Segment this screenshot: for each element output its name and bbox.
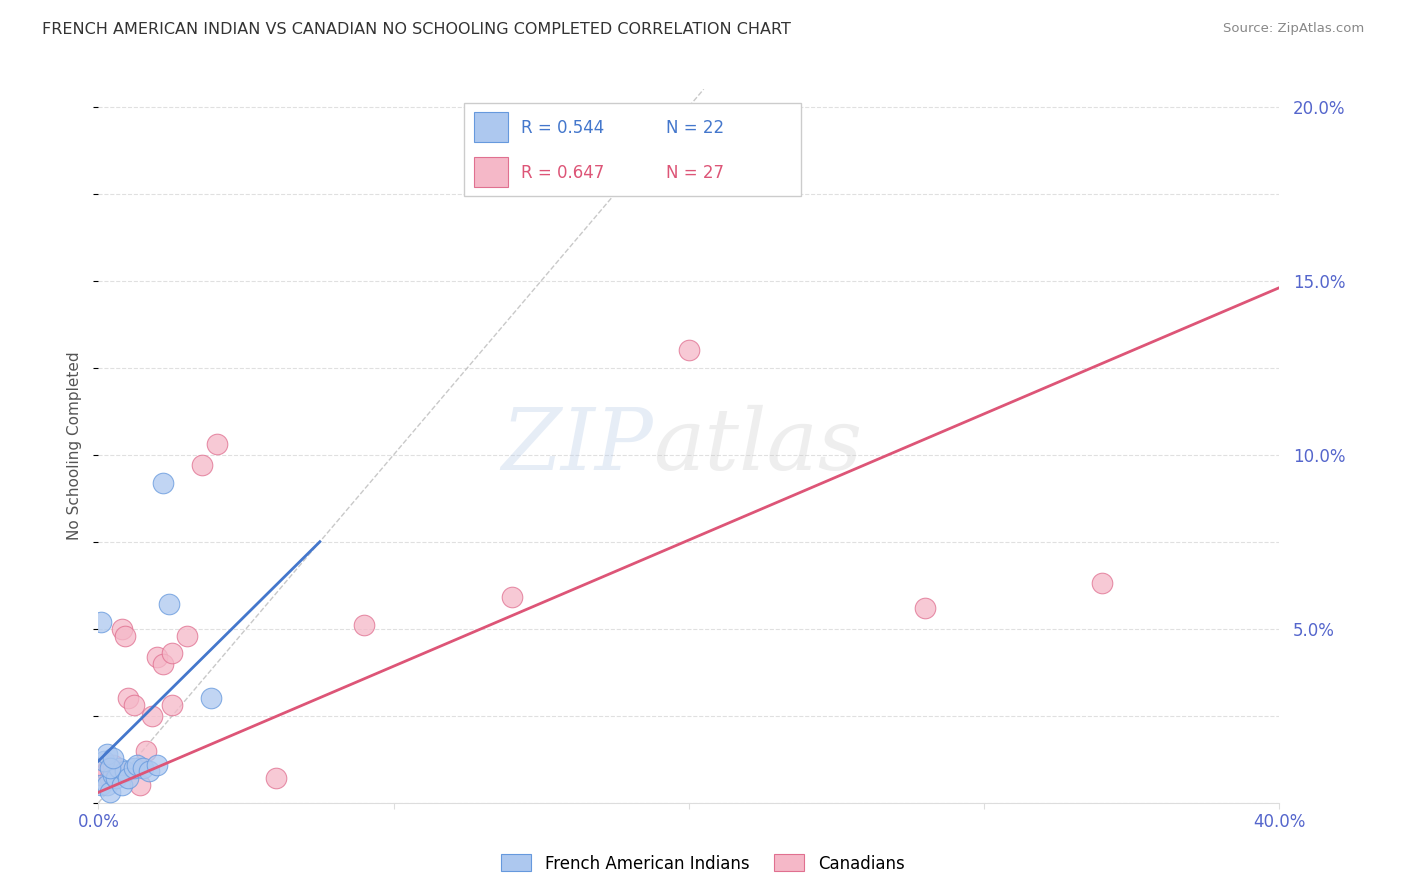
Point	[90, 768, 112, 782]
Point	[162, 646, 183, 660]
Point	[146, 757, 169, 772]
Text: R = 0.544: R = 0.544	[522, 120, 605, 137]
Point	[105, 772, 128, 786]
Text: atlas: atlas	[654, 405, 863, 487]
Point	[93, 754, 115, 768]
Text: ZIP: ZIP	[502, 405, 654, 487]
FancyBboxPatch shape	[474, 157, 508, 187]
Point	[122, 698, 145, 713]
Point	[93, 761, 115, 775]
Point	[146, 649, 169, 664]
Point	[105, 768, 128, 782]
Point	[200, 691, 222, 706]
Text: N = 27: N = 27	[666, 164, 724, 182]
Point	[103, 757, 125, 772]
Point	[90, 778, 112, 792]
Point	[96, 778, 118, 792]
Point	[678, 343, 700, 358]
Point	[117, 691, 139, 706]
Point	[125, 757, 148, 772]
Point	[114, 629, 136, 643]
Point	[152, 475, 174, 490]
Point	[191, 458, 214, 472]
Text: N = 22: N = 22	[666, 120, 724, 137]
Point	[114, 764, 136, 779]
Point	[264, 772, 287, 786]
Point	[103, 768, 125, 782]
Point	[914, 600, 936, 615]
Point	[152, 657, 174, 671]
Point	[96, 747, 118, 761]
FancyBboxPatch shape	[474, 112, 508, 142]
Point	[501, 591, 523, 605]
Point	[138, 764, 160, 779]
Text: FRENCH AMERICAN INDIAN VS CANADIAN NO SCHOOLING COMPLETED CORRELATION CHART: FRENCH AMERICAN INDIAN VS CANADIAN NO SC…	[42, 22, 792, 37]
Point	[98, 761, 121, 775]
Point	[98, 772, 121, 786]
Point	[122, 761, 145, 775]
Point	[1091, 576, 1114, 591]
Point	[162, 698, 183, 713]
Y-axis label: No Schooling Completed: No Schooling Completed	[67, 351, 83, 541]
Point	[132, 761, 155, 775]
Text: R = 0.647: R = 0.647	[522, 164, 605, 182]
Point	[96, 764, 118, 779]
Point	[205, 437, 228, 451]
Point	[135, 743, 157, 757]
Text: Source: ZipAtlas.com: Source: ZipAtlas.com	[1223, 22, 1364, 36]
Point	[111, 778, 134, 792]
Point	[353, 618, 375, 632]
Point	[157, 598, 180, 612]
Legend: French American Indians, Canadians: French American Indians, Canadians	[495, 847, 911, 880]
Point	[128, 778, 150, 792]
Point	[108, 761, 131, 775]
Point	[111, 622, 134, 636]
Point	[117, 772, 139, 786]
Point	[90, 615, 112, 629]
Point	[141, 708, 163, 723]
Point	[176, 629, 198, 643]
Point	[98, 785, 121, 799]
Point	[103, 750, 125, 764]
Point	[108, 764, 131, 779]
FancyBboxPatch shape	[464, 103, 801, 196]
